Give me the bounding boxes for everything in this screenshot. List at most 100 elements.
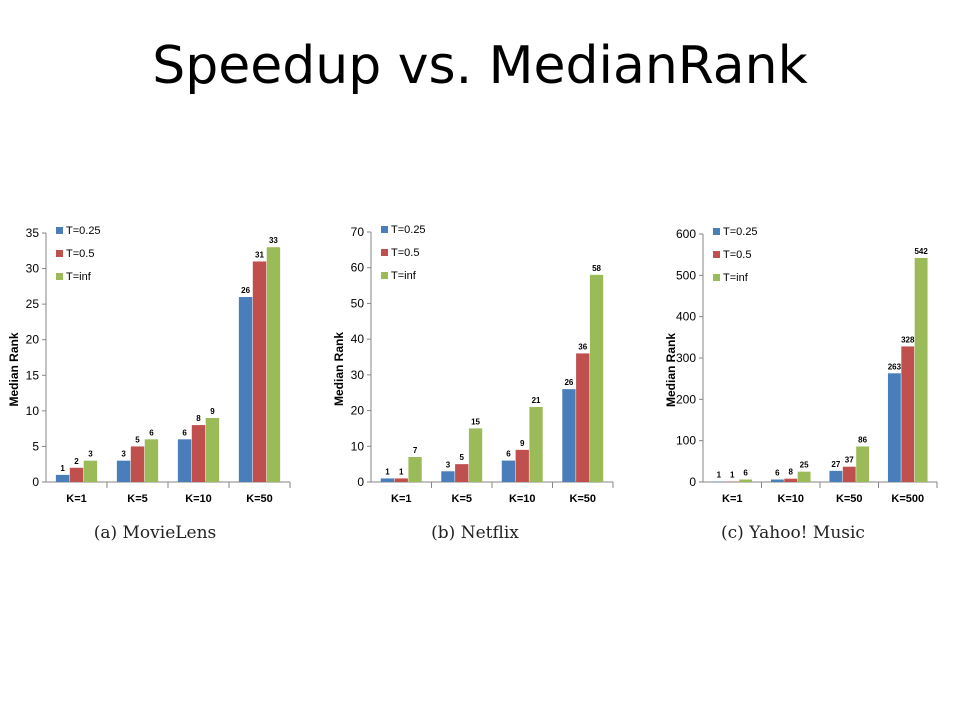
chart-caption: (a) MovieLens [94,523,217,543]
bar [842,466,856,482]
x-tick-label: K=500 [891,493,924,505]
data-label: 3 [446,460,451,469]
legend-swatch [713,228,720,235]
x-tick-label: K=1 [722,493,743,505]
bar [887,373,901,482]
x-tick-label: K=5 [127,493,148,505]
slide-title: Speedup vs. MedianRank [152,36,808,96]
bar [130,446,145,482]
y-axis-label: Median Rank [7,332,21,406]
data-label: 6 [506,450,511,459]
bar [784,478,798,482]
bar [266,247,281,482]
bar [576,353,590,482]
data-label: 6 [743,469,748,478]
legend-swatch [56,250,63,257]
y-tick-label: 40 [351,332,365,346]
bar [252,261,267,482]
y-tick-label: 0 [357,475,364,489]
bar [856,446,870,482]
y-tick-label: 0 [689,475,696,489]
y-tick-label: 70 [351,225,365,239]
y-tick-label: 20 [26,333,40,347]
data-label: 15 [471,417,480,426]
bar [501,460,516,482]
data-label: 25 [800,461,809,470]
chart-caption: (c) Yahoo! Music [721,523,865,543]
data-label: 6 [775,469,780,478]
y-axis-label: Median Rank [332,332,346,406]
data-label: 3 [88,450,93,459]
bar [914,257,928,482]
bar [144,439,159,482]
legend-swatch [381,249,388,256]
y-tick-label: 500 [676,268,696,282]
bar [770,479,784,482]
bar [205,417,220,482]
legend-swatch [713,251,720,258]
y-tick-label: 5 [32,439,39,453]
bar [380,478,395,482]
bar [238,297,253,482]
legend-swatch [381,272,388,279]
data-label: 27 [831,460,840,469]
y-tick-label: 25 [26,297,40,311]
data-label: 26 [241,286,250,295]
y-tick-label: 20 [351,404,365,418]
x-tick-label: K=10 [185,493,212,505]
legend-label: T=0.5 [66,248,94,260]
bar [589,274,604,482]
data-label: 9 [210,407,215,416]
bar [55,474,70,482]
y-tick-label: 30 [351,368,365,382]
x-tick-label: K=10 [509,493,536,505]
bar [394,478,408,482]
x-tick-label: K=10 [777,493,804,505]
legend-swatch [381,226,388,233]
data-label: 328 [901,335,915,344]
data-label: 8 [196,414,201,423]
data-label: 9 [520,439,525,448]
legend-label: T=0.25 [723,226,758,238]
data-label: 8 [789,468,794,477]
bar [829,470,843,482]
data-label: 1 [730,471,735,480]
data-label: 37 [845,456,854,465]
data-label: 3 [121,450,126,459]
legend-label: T=inf [723,272,749,284]
data-label: 7 [413,446,418,455]
charts-row: 0 5 10 15 20 25 30 35 Median Rank K=1 1 2 3 K=5 3 5 6 K=1… [0,200,960,560]
x-tick-label: K=50 [569,493,596,505]
data-label: 21 [532,396,541,405]
y-tick-label: 600 [676,227,696,241]
bar [515,449,529,482]
data-label: 31 [255,250,264,259]
y-tick-label: 60 [351,261,365,275]
x-tick-label: K=1 [391,493,412,505]
y-tick-label: 400 [676,310,696,324]
legend-swatch [56,273,63,280]
bar [739,479,753,482]
legend-swatch [56,227,63,234]
data-label: 1 [399,467,404,476]
legend-label: T=0.25 [391,224,426,236]
data-label: 58 [592,264,601,273]
data-label: 26 [564,378,573,387]
x-tick-label: K=1 [66,493,87,505]
data-label: 33 [269,236,278,245]
legend-label: T=0.25 [66,225,101,237]
bar [562,389,576,482]
bar [797,471,811,482]
data-label: 1 [385,467,390,476]
bar [116,460,131,482]
y-tick-label: 50 [351,296,365,310]
bar [901,346,915,482]
data-label: 86 [858,435,867,444]
chart-netflix: 0 10 20 30 40 50 60 70 Median Rank K=1 1 1 7 K=5 35 15 K… [332,224,614,543]
data-label: 5 [460,453,465,462]
bar [725,481,739,483]
bar [455,464,469,482]
data-label: 263 [888,362,902,371]
data-label: 2 [74,457,79,466]
